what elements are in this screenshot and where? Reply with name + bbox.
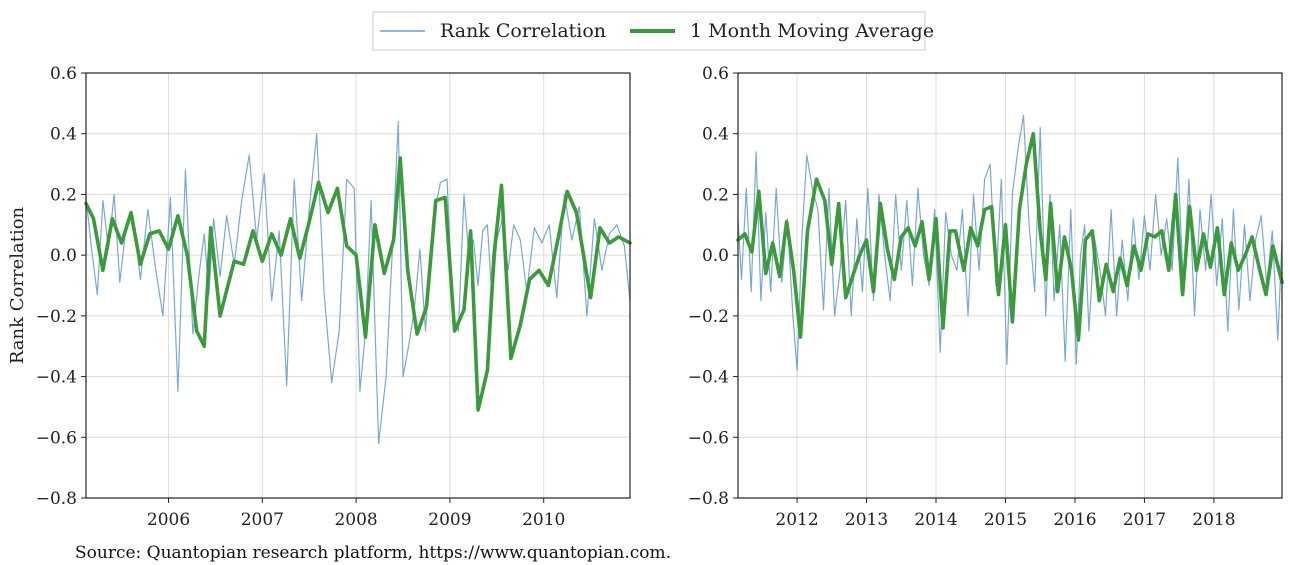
chart-panel-2005-2010: −0.8 −0.6 −0.4 −0.2 0.0 0.2 0.4 0.6 2006 2007 2008…: [7, 64, 632, 530]
y-tick-label: −0.4: [36, 368, 77, 388]
y-tick-label: −0.4: [688, 368, 729, 388]
x-tick-label: 2009: [428, 510, 471, 530]
x-tick-label: 2008: [334, 510, 377, 530]
y-tick-label: 0.0: [702, 246, 729, 266]
source-note: Source: Quantopian research platform, ht…: [75, 543, 671, 563]
x-tick-label: 2006: [147, 510, 190, 530]
legend-label-moving-average: 1 Month Moving Average: [690, 20, 934, 42]
y-tick-label: −0.8: [36, 489, 77, 509]
y-tick-label: −0.6: [688, 428, 729, 448]
x-tick-label: 2016: [1053, 510, 1096, 530]
y-tick-label: 0.6: [702, 64, 729, 84]
plot-frame: [737, 72, 1283, 499]
x-tick-label: 2018: [1192, 510, 1235, 530]
legend: Rank Correlation 1 Month Moving Average: [372, 11, 934, 51]
y-tick-label: 0.6: [50, 64, 77, 84]
x-tick-label: 2010: [522, 510, 565, 530]
x-tick-label: 2013: [845, 510, 888, 530]
y-tick-label: −0.2: [688, 307, 729, 327]
legend-label-rank-correlation: Rank Correlation: [440, 20, 606, 42]
y-tick-label: 0.4: [50, 125, 77, 145]
y-tick-label: 0.2: [702, 185, 729, 205]
x-tick-label: 2012: [775, 510, 818, 530]
y-tick-label: −0.8: [688, 489, 729, 509]
y-tick-label: −0.2: [36, 307, 77, 327]
plot-frame: [85, 72, 631, 499]
x-tick-label: 2014: [914, 510, 957, 530]
y-tick-label: 0.4: [702, 125, 729, 145]
y-tick-label: 0.2: [50, 185, 77, 205]
y-axis-label: Rank Correlation: [7, 206, 28, 364]
x-tick-label: 2017: [1123, 510, 1166, 530]
series-line-moving-average: [84, 156, 632, 412]
chart-panel-2011-2018: −0.8 −0.6 −0.4 −0.2 0.0 0.2 0.4 0.6 2012 2013 2014…: [688, 64, 1284, 530]
y-tick-label: −0.6: [36, 428, 77, 448]
y-tick-label: 0.0: [50, 246, 77, 266]
x-tick-label: 2007: [241, 510, 284, 530]
series-line-moving-average: [736, 131, 1284, 342]
x-tick-label: 2015: [984, 510, 1027, 530]
